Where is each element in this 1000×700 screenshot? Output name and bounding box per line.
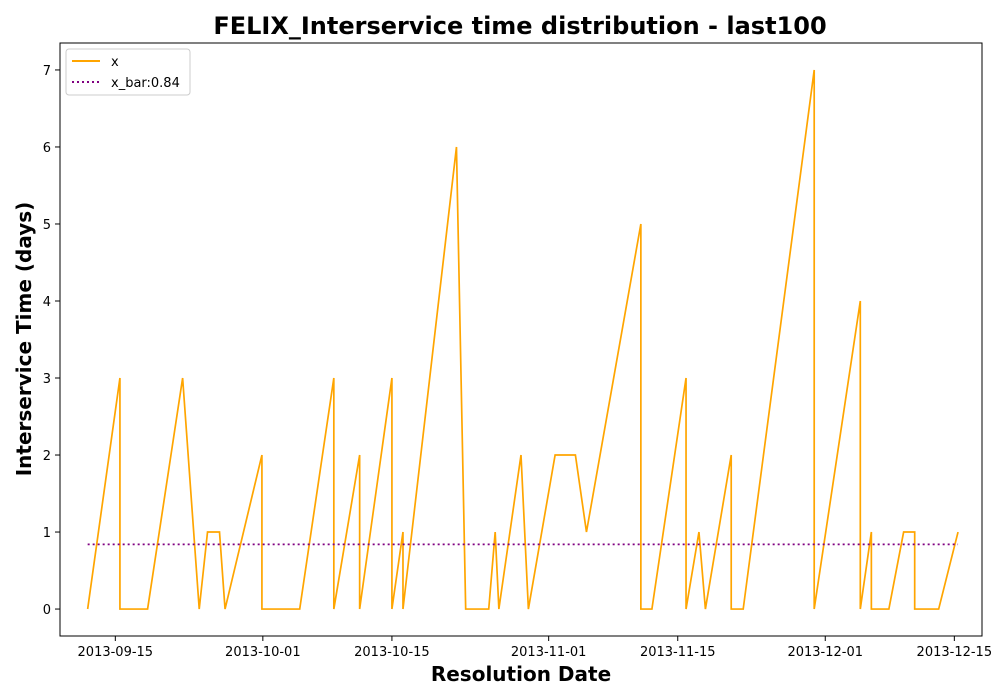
- y-tick-label: 7: [43, 64, 51, 79]
- legend-label-x: x: [111, 55, 119, 70]
- plot-frame: [59, 42, 983, 637]
- y-tick-label: 4: [43, 295, 51, 310]
- x-tick-label: 2013-10-01: [225, 645, 301, 660]
- x-axis-label: Resolution Date: [431, 662, 611, 686]
- y-tick-label: 1: [43, 526, 51, 541]
- series-layer: [86, 69, 959, 610]
- y-tick-label: 2: [43, 449, 51, 464]
- y-axis-label: Interservice Time (days): [12, 202, 36, 477]
- x-tick-label: 2013-12-15: [917, 645, 993, 660]
- legend: x x_bar:0.84: [65, 48, 191, 96]
- y-tick-label: 3: [43, 372, 51, 387]
- x-tick-label: 2013-09-15: [78, 645, 154, 660]
- plot-area: 2013-09-15 2013-10-01 2013-10-15 2013-11-01…: [43, 42, 993, 660]
- x-tick-label: 2013-11-15: [640, 645, 716, 660]
- y-tick-label: 6: [43, 141, 51, 156]
- x-tick-label: 2013-11-01: [511, 645, 587, 660]
- y-tick-label: 5: [43, 218, 51, 233]
- y-axis-ticks: 0 1 2 3 4 5 6 7: [43, 64, 60, 618]
- x-tick-label: 2013-12-01: [787, 645, 863, 660]
- chart-title: FELIX_Interservice time distribution - l…: [213, 12, 826, 40]
- x-axis-ticks: 2013-09-15 2013-10-01 2013-10-15 2013-11-01…: [78, 636, 993, 660]
- x-tick-label: 2013-10-15: [354, 645, 430, 660]
- y-tick-label: 0: [43, 603, 51, 618]
- legend-label-x-bar: x_bar:0.84: [111, 76, 180, 91]
- series-line-x: [86, 69, 959, 610]
